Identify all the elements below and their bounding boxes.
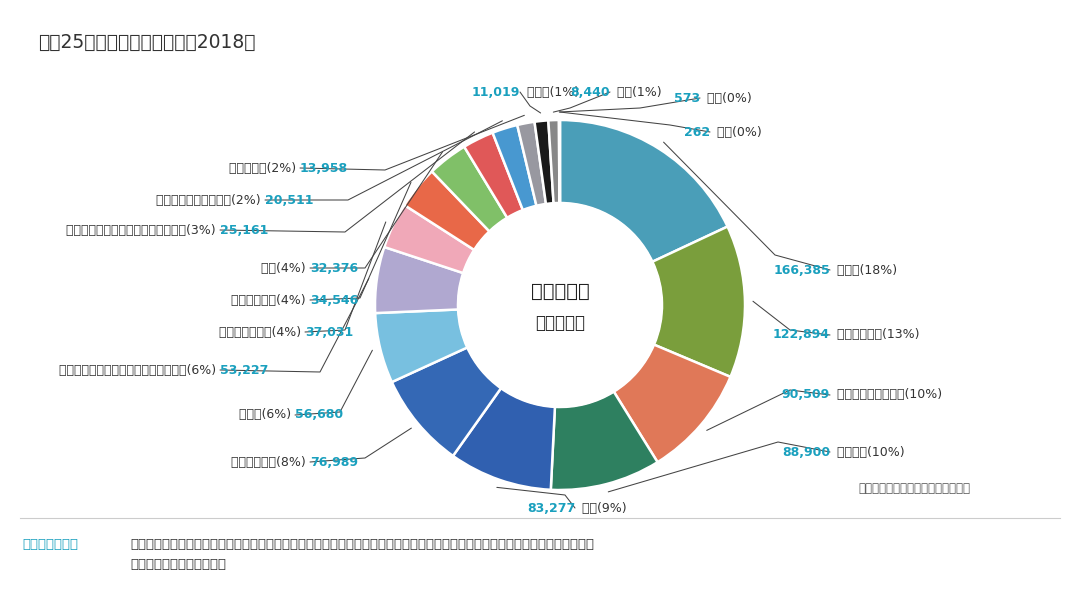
- Wedge shape: [432, 147, 508, 232]
- Text: 卸売・小売業(13%): 卸売・小売業(13%): [833, 329, 919, 341]
- Wedge shape: [517, 122, 546, 206]
- Wedge shape: [551, 392, 658, 490]
- Text: 573: 573: [674, 91, 700, 104]
- Text: 13,958: 13,958: [300, 161, 348, 175]
- Text: 122,894: 122,894: [773, 329, 831, 341]
- Text: ［図25］市内総生産の内訳：2018年: ［図25］市内総生産の内訳：2018年: [38, 32, 256, 52]
- Wedge shape: [464, 133, 523, 218]
- Text: 宿泊・飲食サービス業(2%): 宿泊・飲食サービス業(2%): [157, 193, 265, 206]
- Text: 不動産業(10%): 不動産業(10%): [833, 445, 905, 458]
- Text: 76,989: 76,989: [310, 455, 357, 469]
- Text: を推定することが出来る。: を推定することが出来る。: [130, 559, 226, 571]
- Text: 農業(1%): 農業(1%): [613, 85, 662, 98]
- Text: 製造業(18%): 製造業(18%): [833, 263, 897, 277]
- Wedge shape: [549, 120, 559, 203]
- Text: 【市内総生産】: 【市内総生産】: [22, 539, 78, 551]
- Wedge shape: [404, 172, 489, 250]
- Text: 88,900: 88,900: [782, 445, 831, 458]
- Wedge shape: [561, 120, 728, 262]
- Text: その他サービス(4%): その他サービス(4%): [219, 325, 305, 338]
- Text: 25,161: 25,161: [220, 223, 268, 236]
- Text: （百万円）: （百万円）: [535, 314, 585, 332]
- Text: 資料：青森県「市町村民経済計算」: 資料：青森県「市町村民経済計算」: [858, 481, 970, 494]
- Text: 建設業(6%): 建設業(6%): [239, 409, 295, 421]
- Text: 一定期間内に市内で新たに生み出されたモノやサービスの付加価値のこと。年次変化等を見ることで、市内の景気変動や経済成長: 一定期間内に市内で新たに生み出されたモノやサービスの付加価値のこと。年次変化等を…: [130, 539, 594, 551]
- Wedge shape: [535, 121, 554, 204]
- Text: 保健衛生・社会事業(10%): 保健衛生・社会事業(10%): [833, 389, 942, 401]
- Text: 公務(9%): 公務(9%): [578, 502, 626, 514]
- Text: 20,511: 20,511: [265, 193, 313, 206]
- Wedge shape: [392, 347, 501, 456]
- Text: 34,546: 34,546: [310, 293, 359, 307]
- Circle shape: [458, 203, 662, 407]
- Text: 11,019: 11,019: [472, 85, 519, 98]
- Text: 電気・ガス・水道業・廃棄物処理業(3%): 電気・ガス・水道業・廃棄物処理業(3%): [66, 223, 220, 236]
- Wedge shape: [492, 125, 537, 210]
- Text: 市内総生産: 市内総生産: [530, 281, 590, 301]
- Wedge shape: [652, 227, 745, 377]
- Text: 37,031: 37,031: [305, 325, 353, 338]
- Text: 水産業(1%): 水産業(1%): [523, 85, 579, 98]
- Wedge shape: [375, 310, 468, 382]
- Text: 林業(0%): 林業(0%): [713, 125, 761, 139]
- Text: 専門・科学技術、業務支援サービス業(6%): 専門・科学技術、業務支援サービス業(6%): [59, 364, 220, 377]
- Text: 8,440: 8,440: [570, 85, 610, 98]
- Text: 83,277: 83,277: [527, 502, 575, 514]
- Text: 運輸・郵便業(8%): 運輸・郵便業(8%): [231, 455, 310, 469]
- Text: 56,680: 56,680: [295, 409, 343, 421]
- Wedge shape: [384, 205, 474, 273]
- Text: 金融・保険業(4%): 金融・保険業(4%): [231, 293, 310, 307]
- Text: 262: 262: [684, 125, 710, 139]
- Text: 166,385: 166,385: [773, 263, 831, 277]
- Text: 32,376: 32,376: [310, 262, 359, 275]
- Text: 90,509: 90,509: [782, 389, 831, 401]
- Wedge shape: [453, 388, 555, 490]
- Text: 情報通信業(2%): 情報通信業(2%): [229, 161, 300, 175]
- Wedge shape: [613, 344, 730, 462]
- Wedge shape: [375, 247, 463, 313]
- Text: 鉱業(0%): 鉱業(0%): [703, 91, 752, 104]
- Text: 教育(4%): 教育(4%): [261, 262, 310, 275]
- Text: 53,227: 53,227: [220, 364, 268, 377]
